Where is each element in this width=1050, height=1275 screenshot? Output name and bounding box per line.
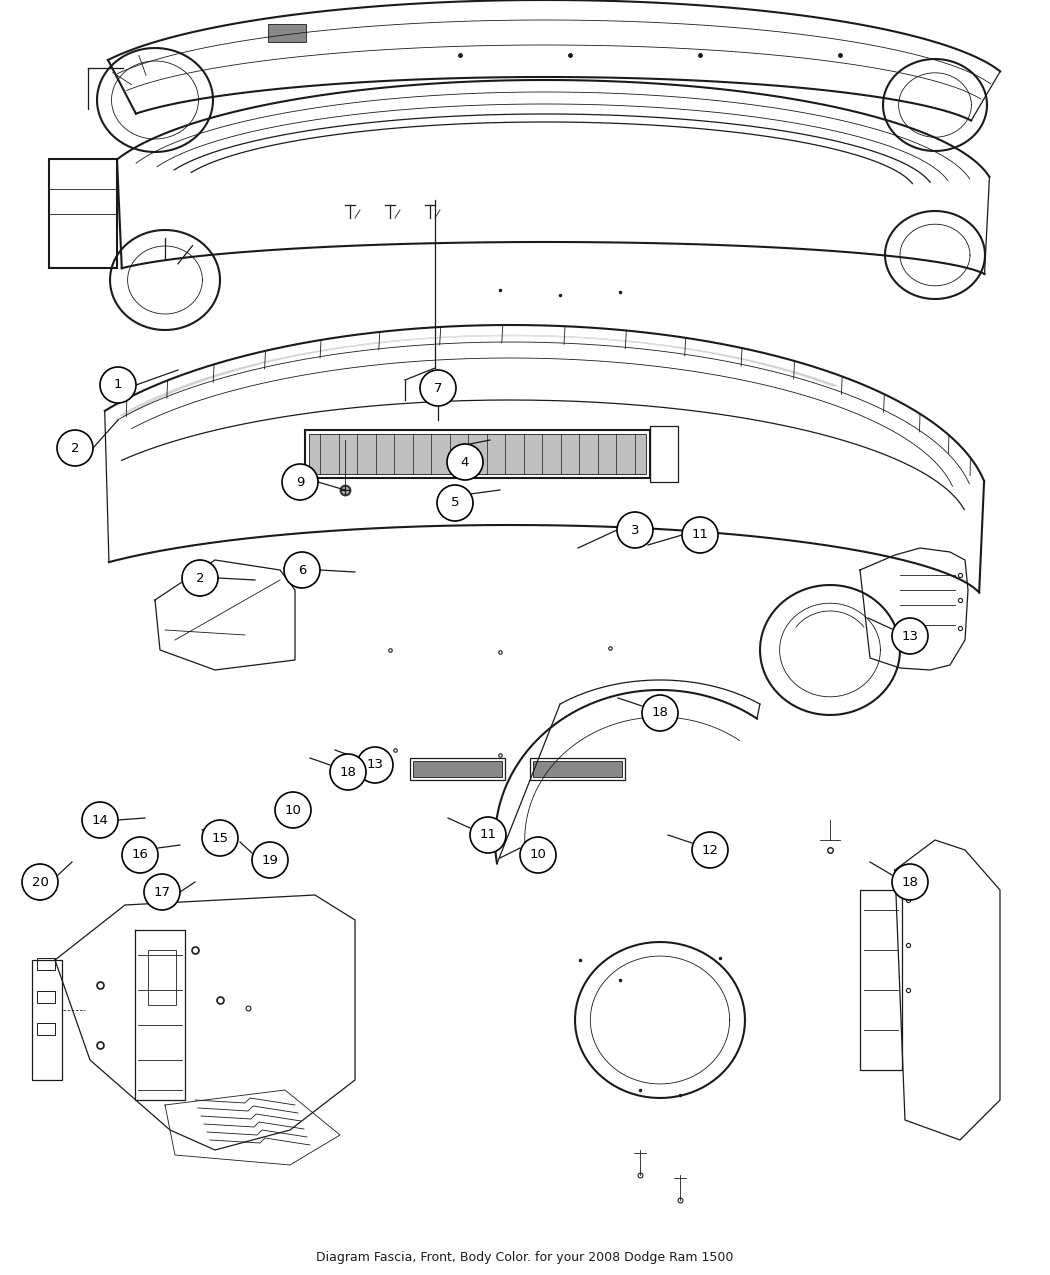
Text: 16: 16 xyxy=(131,848,148,862)
Text: 2: 2 xyxy=(70,441,79,454)
Circle shape xyxy=(617,513,653,548)
Circle shape xyxy=(202,820,238,856)
Circle shape xyxy=(330,754,366,790)
Text: 11: 11 xyxy=(480,829,497,842)
Text: 5: 5 xyxy=(450,496,459,510)
Circle shape xyxy=(122,836,158,873)
Text: 18: 18 xyxy=(339,765,356,779)
Text: 20: 20 xyxy=(32,876,48,889)
Circle shape xyxy=(692,833,728,868)
Circle shape xyxy=(892,618,928,654)
Circle shape xyxy=(182,560,218,595)
Circle shape xyxy=(57,430,93,465)
Circle shape xyxy=(284,552,320,588)
FancyBboxPatch shape xyxy=(533,761,622,776)
Circle shape xyxy=(144,873,180,910)
Circle shape xyxy=(22,864,58,900)
Circle shape xyxy=(282,464,318,500)
FancyBboxPatch shape xyxy=(309,434,646,474)
Text: 4: 4 xyxy=(461,455,469,468)
Text: 15: 15 xyxy=(211,831,229,844)
Text: 11: 11 xyxy=(692,529,709,542)
Text: 14: 14 xyxy=(91,813,108,826)
Circle shape xyxy=(357,747,393,783)
Circle shape xyxy=(420,370,456,405)
Text: 18: 18 xyxy=(902,876,919,889)
Circle shape xyxy=(100,367,136,403)
Text: 7: 7 xyxy=(434,381,442,394)
Circle shape xyxy=(520,836,556,873)
FancyBboxPatch shape xyxy=(268,24,306,42)
Circle shape xyxy=(437,484,472,521)
Circle shape xyxy=(252,842,288,878)
Text: 6: 6 xyxy=(298,564,307,576)
Circle shape xyxy=(447,444,483,479)
Circle shape xyxy=(682,516,718,553)
Text: 2: 2 xyxy=(195,571,205,584)
Circle shape xyxy=(470,817,506,853)
Text: 19: 19 xyxy=(261,853,278,867)
Text: 10: 10 xyxy=(529,848,546,862)
Text: 3: 3 xyxy=(631,524,639,537)
Circle shape xyxy=(275,792,311,827)
Text: 9: 9 xyxy=(296,476,304,488)
Text: 17: 17 xyxy=(153,886,170,899)
Text: 1: 1 xyxy=(113,379,122,391)
Circle shape xyxy=(892,864,928,900)
Text: Diagram Fascia, Front, Body Color. for your 2008 Dodge Ram 1500: Diagram Fascia, Front, Body Color. for y… xyxy=(316,1252,734,1265)
FancyBboxPatch shape xyxy=(413,761,502,776)
Text: 10: 10 xyxy=(285,803,301,816)
Text: 13: 13 xyxy=(366,759,383,771)
Text: 13: 13 xyxy=(902,630,919,643)
Circle shape xyxy=(642,695,678,731)
Circle shape xyxy=(82,802,118,838)
Text: 12: 12 xyxy=(701,844,718,857)
Text: 18: 18 xyxy=(652,706,669,719)
